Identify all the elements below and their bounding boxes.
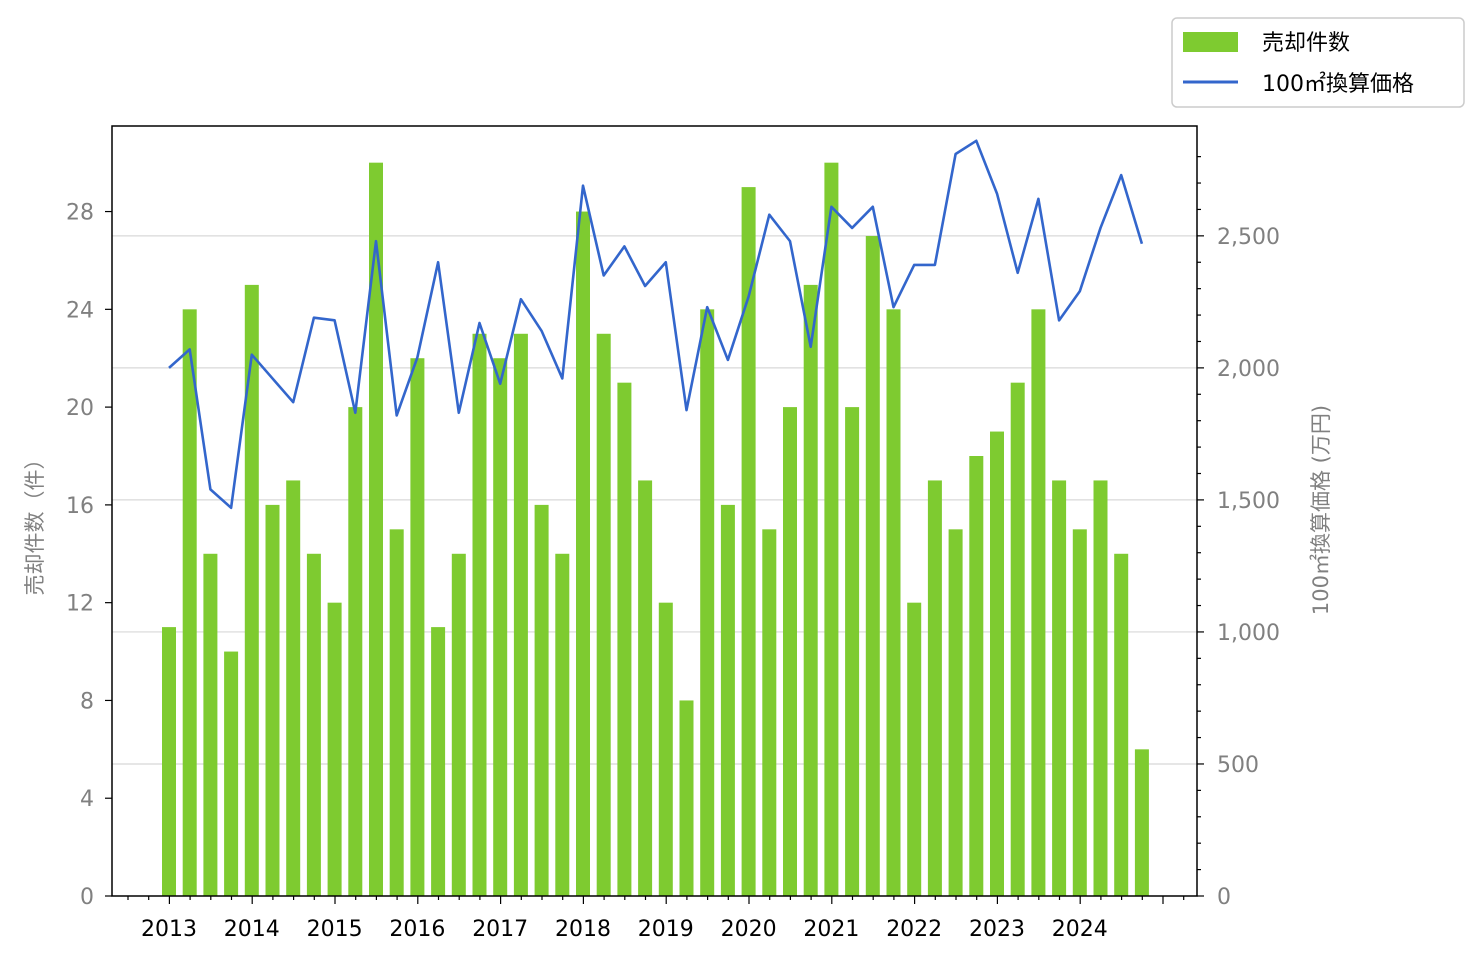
- bar: [513, 333, 528, 896]
- x-tick-label: 2018: [555, 917, 611, 942]
- right-tick-label: 500: [1217, 753, 1259, 778]
- bar: [1031, 309, 1046, 896]
- bar: [596, 333, 611, 896]
- bar: [679, 700, 694, 896]
- bar: [431, 627, 446, 896]
- bar: [1052, 480, 1067, 896]
- x-tick-label: 2020: [721, 917, 777, 942]
- left-tick-label: 4: [80, 787, 94, 812]
- x-tick-label: 2016: [389, 917, 445, 942]
- bar: [1093, 480, 1108, 896]
- bar: [576, 211, 590, 897]
- bar: [927, 480, 942, 896]
- bar: [948, 529, 963, 896]
- bar: [617, 382, 632, 897]
- bar: [720, 504, 735, 896]
- right-tick-label: 0: [1217, 885, 1231, 910]
- left-tick-label: 28: [66, 201, 94, 226]
- x-tick-label: 2021: [803, 917, 859, 942]
- bar: [327, 602, 342, 896]
- bar: [824, 162, 839, 896]
- left-tick-label: 8: [80, 689, 94, 714]
- x-tick-label: 2023: [969, 917, 1025, 942]
- legend-line-label: 100㎡換算価格: [1262, 71, 1414, 97]
- bar: [658, 602, 673, 896]
- legend-box: [1171, 17, 1465, 108]
- bar: [306, 553, 321, 896]
- right-tick-label: 1,000: [1217, 621, 1280, 646]
- bar: [907, 602, 922, 896]
- left-axis-title: 売却件数（件）: [23, 449, 47, 596]
- legend-bar-label: 売却件数: [1262, 31, 1350, 56]
- x-axis: 2013 2014 2015 2016 2017 2018 2019 2020 2021 2022…: [127, 896, 1185, 942]
- bar: [348, 407, 363, 896]
- left-tick-label: 0: [80, 885, 94, 910]
- plot-frame: [111, 125, 1198, 897]
- bar: [265, 504, 280, 896]
- left-tick-label: 20: [66, 396, 94, 421]
- price-line: [168, 139, 1144, 510]
- bar: [534, 504, 549, 896]
- bar: [638, 480, 653, 896]
- bar: [845, 407, 860, 896]
- x-tick-label: 2024: [1052, 917, 1108, 942]
- left-tick-label: 12: [66, 592, 94, 617]
- bar: [865, 236, 880, 896]
- bar: [1114, 553, 1129, 896]
- right-tick-label: 2,000: [1217, 357, 1280, 382]
- x-tick-label: 2015: [307, 917, 363, 942]
- x-tick-label: 2013: [141, 917, 197, 942]
- bar: [990, 431, 1004, 896]
- bar: [244, 284, 259, 896]
- bar: [203, 553, 218, 896]
- bar: [182, 309, 197, 896]
- legend: 売却件数 100㎡換算価格: [1171, 17, 1465, 108]
- bar: [886, 309, 901, 896]
- left-axis: 0 4 8 12 16 20 24 28: [66, 201, 112, 910]
- right-tick-label: 1,500: [1217, 489, 1280, 514]
- x-tick-label: 2022: [886, 917, 942, 942]
- bar: [451, 553, 466, 896]
- right-tick-label: 2,500: [1217, 225, 1280, 250]
- bar: [803, 284, 818, 896]
- bar: [700, 309, 715, 896]
- bar: [762, 529, 777, 896]
- bar: [472, 333, 487, 896]
- bar: [162, 627, 176, 896]
- bar: [741, 187, 756, 897]
- bar: [224, 651, 239, 896]
- bar: [493, 358, 508, 896]
- x-tick-label: 2019: [638, 917, 694, 942]
- legend-bar-swatch: [1183, 32, 1238, 52]
- bar: [410, 358, 425, 896]
- bar: [1072, 529, 1087, 896]
- bar: [369, 162, 383, 896]
- right-axis: 0 500 1,000 1,500 2,000 2,500: [1197, 156, 1280, 910]
- bar: [1010, 382, 1025, 897]
- bar: [389, 529, 404, 896]
- right-axis-title: 100㎡換算価格 (万円): [1309, 405, 1333, 615]
- bar: [1134, 749, 1149, 896]
- bar: [783, 407, 797, 896]
- bar-series: [162, 162, 1149, 897]
- bar: [555, 553, 570, 896]
- left-tick-label: 16: [66, 494, 94, 519]
- line-series: [168, 139, 1144, 510]
- bar: [286, 480, 301, 896]
- x-tick-label: 2014: [224, 917, 280, 942]
- left-tick-label: 24: [66, 298, 94, 323]
- x-tick-label: 2017: [472, 917, 528, 942]
- bar: [969, 456, 984, 896]
